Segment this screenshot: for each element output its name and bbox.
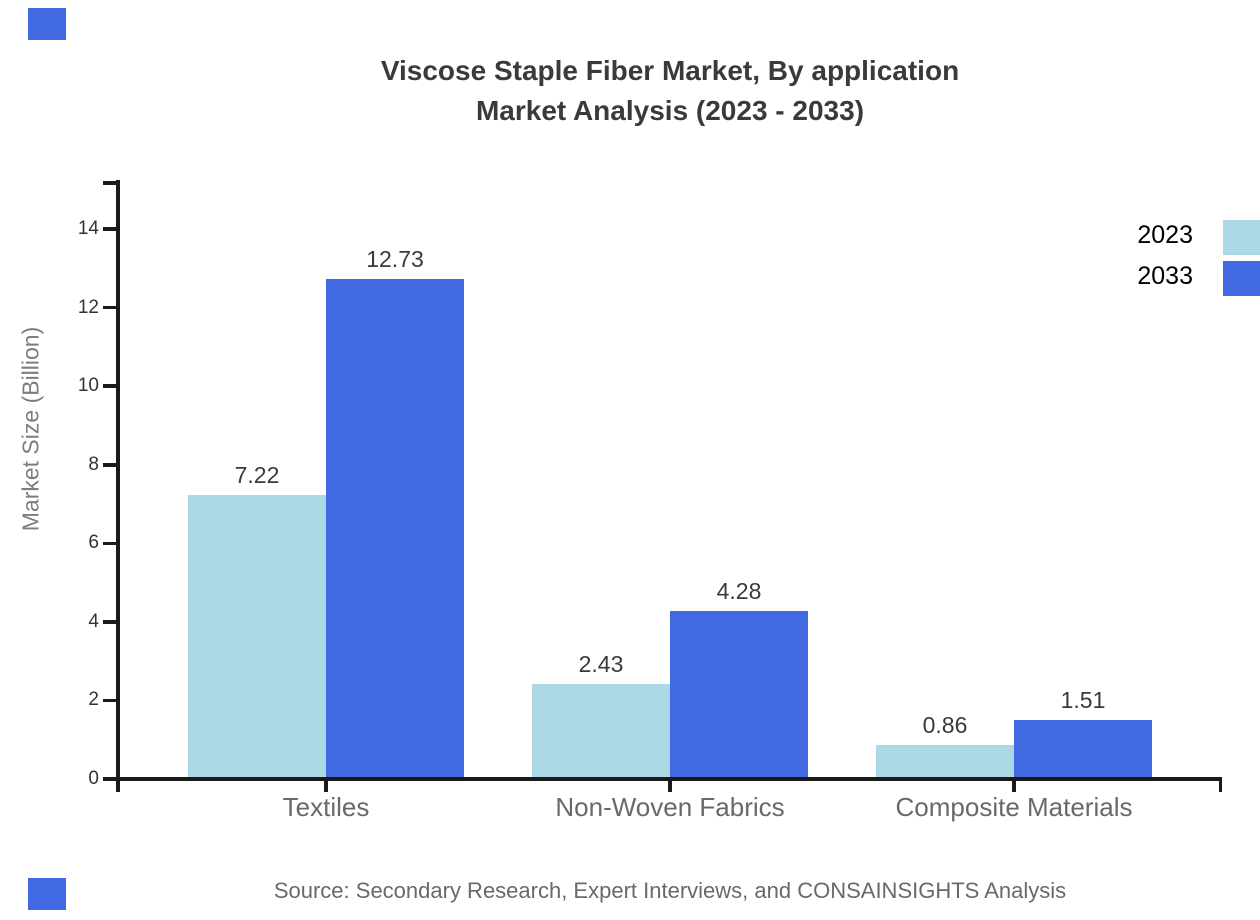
x-tick-label: Textiles [282,792,370,822]
y-tick-label: 14 [77,218,99,240]
x-axis-line [103,777,1222,781]
bar-2033-non-woven-fabrics [670,610,808,779]
y-tick-label: 12 [77,296,99,318]
y-tick-label: 10 [77,375,99,397]
y-tick-label: 6 [88,532,99,554]
y-axis-end-cap [103,181,118,185]
value-label: 1.51 [1060,686,1106,713]
x-tick [1218,779,1222,792]
y-tick [103,384,118,388]
y-tick [103,227,118,231]
value-label: 0.86 [922,712,968,739]
y-tick [103,305,118,310]
y-axis-line [116,180,120,792]
corner-accent-bottom-left [28,878,66,910]
bar-2023-textiles [188,495,326,779]
y-tick-label: 0 [88,768,99,789]
legend-swatch-2033 [1223,261,1260,296]
x-tick [324,779,328,792]
x-tick [668,779,672,792]
y-tick-label: 2 [88,689,99,711]
value-label: 7.22 [234,462,280,489]
value-label: 12.73 [366,245,424,272]
bar-2033-textiles [326,278,464,779]
y-tick-label: 8 [88,453,99,475]
bar-2033-composite-materials [1014,719,1152,779]
y-tick [103,541,118,546]
corner-accent-top-left [28,8,66,40]
legend-label-2023: 2023 [1137,221,1193,249]
x-tick-label: Composite Materials [895,792,1133,822]
legend-swatch-2023 [1223,220,1260,255]
chart-title: Viscose Staple Fiber Market, By applicat… [381,51,959,131]
y-tick [103,620,118,624]
x-tick [1012,779,1016,792]
value-label: 2.43 [578,650,624,677]
x-tick-label: Non-Woven Fabrics [555,792,785,822]
source-note: Source: Secondary Research, Expert Inter… [273,878,1067,903]
chart-title-line1: Viscose Staple Fiber Market, By applicat… [380,55,960,86]
y-axis-title: Market Size (Billion) [17,326,44,532]
bar-2023-composite-materials [876,745,1014,779]
bar-2023-non-woven-fabrics [532,683,670,779]
chart-title-line2: Market Analysis (2023 - 2033) [475,95,865,126]
y-tick [103,463,118,467]
y-tick-label: 4 [88,610,99,632]
value-label: 4.28 [716,577,762,604]
legend-label-2033: 2033 [1137,262,1193,290]
y-tick [103,698,118,703]
